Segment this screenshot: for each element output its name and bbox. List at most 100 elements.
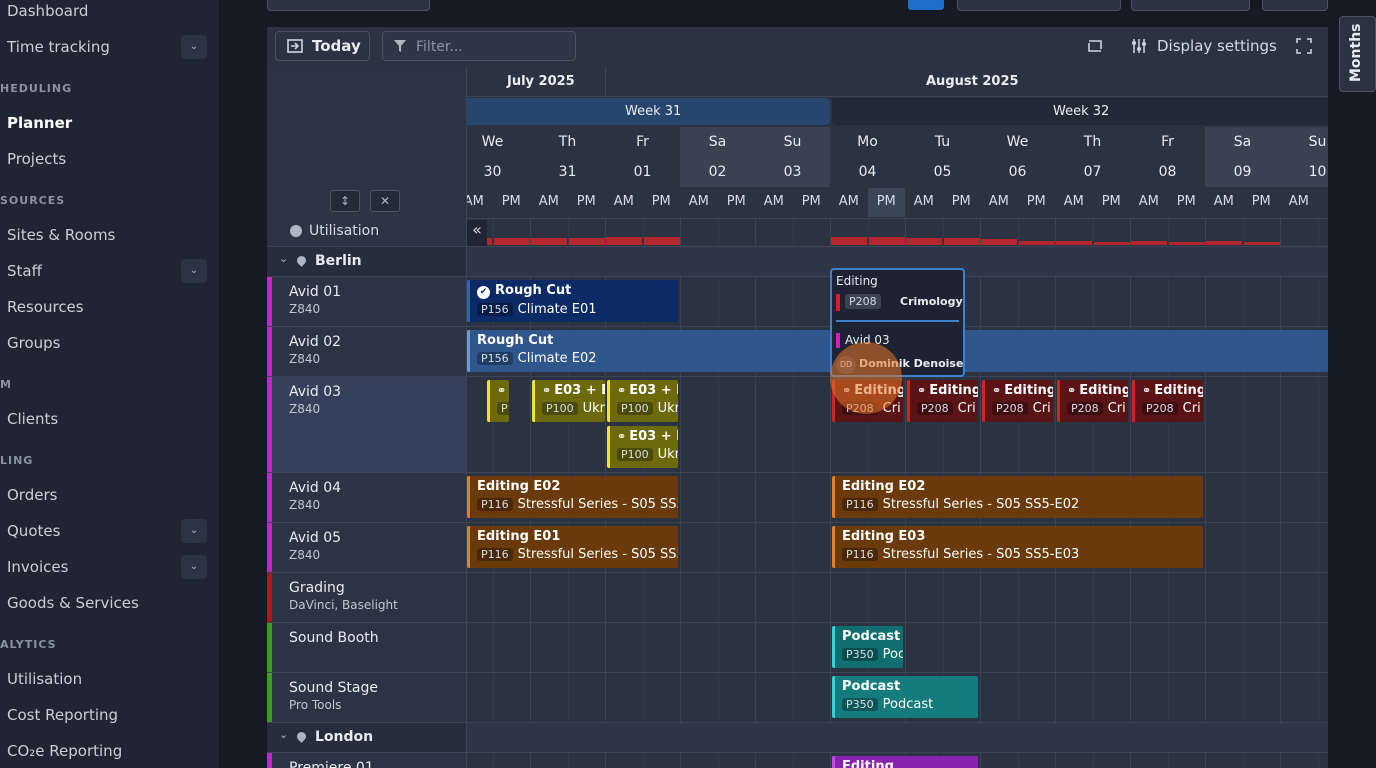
event[interactable]: ⚭Editing P208 Cri	[982, 380, 1053, 422]
swap-icon[interactable]	[1086, 37, 1104, 55]
sidebar-link[interactable]: Cost Reporting	[7, 706, 119, 724]
week-label: Week 32	[1053, 104, 1110, 119]
month-label: August 2025	[926, 74, 1019, 89]
tree-control[interactable]: ↕	[330, 190, 360, 212]
event[interactable]: Editing	[832, 756, 978, 768]
event-title: Editing	[842, 759, 894, 768]
event[interactable]: Editing E01 P116 Stressful Series - S05 SS…	[467, 526, 678, 568]
resource-name[interactable]: Grading	[289, 580, 345, 596]
event[interactable]: ⚭ P1	[487, 380, 509, 422]
project-code: P116	[477, 548, 513, 561]
row-divider	[267, 672, 466, 673]
group-toggle[interactable]: ⌄	[279, 728, 289, 741]
top-control[interactable]	[267, 0, 430, 11]
popover-title: Editing	[836, 274, 878, 288]
filter-icon	[394, 40, 406, 52]
fullscreen-icon[interactable]	[1296, 38, 1312, 54]
sidebar-link[interactable]: Groups	[7, 334, 61, 352]
event[interactable]: Editing E02 P116 Stressful Series - S05 SS…	[832, 476, 1203, 518]
event[interactable]: Editing E02 P116 Stressful Series - S05 SS…	[467, 476, 678, 518]
resource-name[interactable]: Sound Booth	[289, 630, 379, 646]
top-button[interactable]	[908, 0, 944, 10]
day-column	[755, 127, 830, 187]
view-tab-label[interactable]: Months	[1348, 23, 1364, 82]
top-control[interactable]	[1262, 0, 1328, 11]
resource-name[interactable]: Avid 03	[289, 384, 342, 400]
resource-name[interactable]: Avid 01	[289, 284, 342, 300]
collapse-button[interactable]: «	[467, 220, 487, 246]
utilisation-cell	[868, 236, 905, 245]
event-subtitle: Stressful Series - S05 SS5-E02	[882, 497, 1080, 512]
sidebar-link[interactable]: Projects	[7, 150, 67, 168]
tree-control[interactable]: ✕	[370, 190, 400, 212]
grid-line	[680, 219, 681, 768]
expand-button[interactable]: ⌄	[181, 519, 207, 543]
link-icon: ⚭	[542, 384, 552, 397]
event-title: Editing E02	[477, 479, 561, 494]
resource-column: ↕ ✕ Utilisation ⌄ Berlin Avid 01 Z840 Avid 02 Z8…	[267, 67, 467, 768]
half-day-label: PM	[1026, 194, 1046, 209]
sidebar-link[interactable]: Orders	[7, 486, 58, 504]
sidebar-link[interactable]: Clients	[7, 410, 59, 428]
day-column	[905, 127, 980, 187]
cursor-highlight	[830, 342, 902, 414]
expand-button[interactable]: ⌄	[181, 555, 207, 579]
settings-icon[interactable]	[1130, 37, 1148, 55]
resource-name[interactable]: Avid 02	[289, 334, 342, 350]
sidebar-link[interactable]: Staff	[7, 262, 42, 280]
sidebar-link[interactable]: Planner	[7, 114, 73, 132]
sidebar-link[interactable]: Dashboard	[7, 2, 89, 20]
event[interactable]: ⚭E03 + E P100 Ukra	[607, 380, 678, 422]
event-title-line: Editing E01	[477, 529, 678, 544]
top-control[interactable]	[957, 0, 1121, 11]
day-column	[680, 127, 755, 187]
resource-name[interactable]: Sound Stage	[289, 680, 378, 696]
event-title: Rough Cut	[477, 333, 554, 348]
sidebar-section: M	[0, 378, 12, 391]
sidebar-link[interactable]: CO₂e Reporting	[7, 742, 123, 760]
event[interactable]: ⚭E03 + E P100 Ukra	[607, 426, 678, 468]
date-label: 02	[708, 164, 727, 180]
event-detail: P100 Ukra	[617, 447, 678, 462]
today-button[interactable]: Today	[275, 31, 370, 61]
expand-button[interactable]: ⌄	[181, 35, 207, 59]
day-column	[605, 127, 680, 187]
top-control[interactable]	[1131, 0, 1250, 11]
row-divider	[467, 672, 1328, 673]
project-code: P208	[1067, 402, 1103, 415]
day-column	[1055, 127, 1130, 187]
event[interactable]: ✔ Rough Cut P156 Climate E01	[467, 280, 678, 322]
resource-name[interactable]: Premiere 01	[289, 760, 374, 768]
event[interactable]: ⚭Editing P208 Cri	[1057, 380, 1128, 422]
sidebar-link[interactable]: Goods & Services	[7, 594, 139, 612]
event[interactable]: Editing E03 P116 Stressful Series - S05 SS…	[832, 526, 1203, 568]
week-bar	[832, 98, 1328, 125]
sidebar-link[interactable]: Time tracking	[7, 38, 110, 56]
event[interactable]: ⚭Editing P208 Cri	[1132, 380, 1203, 422]
sidebar-link[interactable]: Quotes	[7, 522, 61, 540]
event[interactable]: ⚭Editing P208 Cri	[907, 380, 978, 422]
filter-input[interactable]: Filter...	[382, 31, 576, 61]
project-code: P350	[842, 648, 878, 661]
row-divider	[467, 522, 1328, 523]
sidebar-link[interactable]: Sites & Rooms	[7, 226, 116, 244]
weekday-label: Su	[783, 134, 802, 150]
resource-name[interactable]: Avid 04	[289, 480, 342, 496]
display-settings[interactable]: Display settings	[1157, 37, 1277, 55]
popover-divider	[836, 320, 959, 322]
expand-button[interactable]: ⌄	[181, 259, 207, 283]
event-subtitle: Stressful Series - S05 SS5-	[517, 547, 678, 562]
sidebar-link[interactable]: Utilisation	[7, 670, 83, 688]
row-divider	[267, 326, 466, 327]
event[interactable]: Podcast P350 Podcast	[832, 676, 978, 718]
group-toggle[interactable]: ⌄	[279, 252, 289, 265]
month-divider	[605, 67, 606, 97]
group-row	[467, 723, 1328, 752]
event-detail: P156 Climate E01	[477, 302, 678, 317]
resource-name[interactable]: Avid 05	[289, 530, 342, 546]
sidebar-link[interactable]: Invoices	[7, 558, 69, 576]
sidebar-link[interactable]: Resources	[7, 298, 84, 316]
event[interactable]: ⚭ E03 + E P100 Ukr	[532, 380, 605, 422]
event[interactable]: Podcast P350 Poc	[832, 626, 903, 668]
utilisation-cell	[981, 239, 1017, 245]
